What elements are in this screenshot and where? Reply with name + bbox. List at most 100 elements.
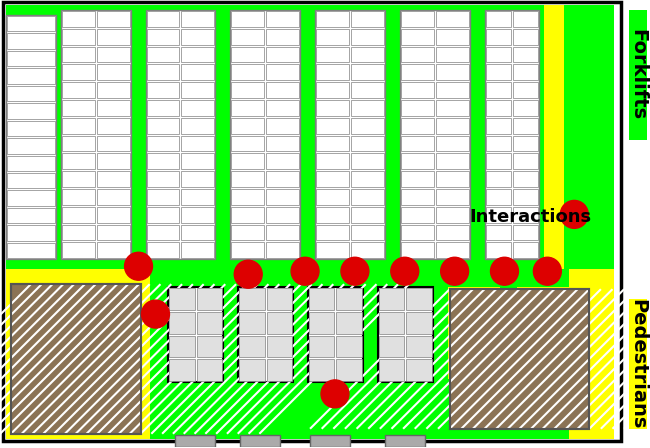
Bar bbox=[97, 153, 129, 169]
Bar bbox=[181, 82, 214, 98]
Bar bbox=[351, 171, 384, 187]
Bar bbox=[430, 269, 448, 399]
Bar bbox=[231, 82, 264, 98]
Bar bbox=[181, 153, 214, 169]
Bar bbox=[7, 68, 55, 84]
Bar bbox=[151, 394, 569, 439]
Bar bbox=[316, 153, 349, 169]
Bar bbox=[266, 136, 299, 151]
Circle shape bbox=[441, 257, 469, 285]
Bar bbox=[351, 11, 384, 27]
Bar bbox=[486, 153, 511, 169]
Bar bbox=[337, 359, 362, 381]
Bar bbox=[231, 224, 264, 241]
Bar bbox=[181, 207, 214, 223]
Bar bbox=[97, 118, 129, 134]
Bar bbox=[97, 224, 129, 241]
Bar bbox=[401, 242, 434, 258]
Bar bbox=[97, 136, 129, 151]
Bar bbox=[146, 118, 179, 134]
Bar bbox=[6, 15, 56, 259]
Bar bbox=[436, 65, 469, 80]
Bar bbox=[181, 242, 214, 258]
Bar bbox=[266, 29, 299, 45]
Bar bbox=[266, 153, 299, 169]
Bar bbox=[7, 173, 55, 189]
Bar bbox=[351, 29, 384, 45]
Bar bbox=[316, 189, 349, 205]
Bar bbox=[436, 29, 469, 45]
Bar bbox=[240, 435, 280, 447]
Bar bbox=[401, 171, 434, 187]
Bar bbox=[266, 82, 299, 98]
Bar bbox=[351, 242, 384, 258]
Bar bbox=[231, 153, 264, 169]
Bar bbox=[290, 269, 308, 399]
Bar bbox=[97, 189, 129, 205]
Bar bbox=[486, 207, 511, 223]
Circle shape bbox=[341, 257, 369, 285]
Bar bbox=[351, 47, 384, 62]
Bar bbox=[486, 11, 511, 27]
Bar bbox=[436, 118, 469, 134]
Bar bbox=[231, 47, 264, 62]
Bar bbox=[62, 189, 95, 205]
Bar bbox=[401, 118, 434, 134]
Bar bbox=[97, 100, 129, 116]
Text: Interactions: Interactions bbox=[469, 208, 592, 226]
Bar bbox=[401, 100, 434, 116]
Bar bbox=[239, 312, 265, 334]
Bar bbox=[97, 47, 129, 62]
Bar bbox=[181, 118, 214, 134]
Bar bbox=[97, 207, 129, 223]
Bar bbox=[513, 171, 538, 187]
Bar bbox=[309, 359, 335, 381]
Bar bbox=[513, 136, 538, 151]
Bar bbox=[351, 118, 384, 134]
Bar bbox=[62, 47, 95, 62]
Bar bbox=[146, 10, 215, 259]
Bar bbox=[406, 336, 432, 357]
Bar bbox=[97, 242, 129, 258]
Bar bbox=[62, 82, 95, 98]
Bar bbox=[499, 269, 517, 399]
Bar bbox=[401, 47, 434, 62]
Bar bbox=[436, 207, 469, 223]
Bar bbox=[309, 336, 335, 357]
Bar bbox=[168, 287, 224, 382]
Bar bbox=[151, 269, 168, 399]
Bar bbox=[170, 359, 195, 381]
Bar bbox=[486, 189, 511, 205]
Bar bbox=[401, 136, 434, 151]
Bar bbox=[450, 289, 590, 429]
Bar bbox=[170, 288, 195, 310]
Bar bbox=[266, 312, 292, 334]
Bar bbox=[486, 224, 511, 241]
Bar bbox=[351, 136, 384, 151]
Bar bbox=[97, 11, 129, 27]
Bar bbox=[379, 288, 404, 310]
Bar bbox=[181, 171, 214, 187]
Text: Pedestrians: Pedestrians bbox=[629, 299, 647, 429]
Bar bbox=[513, 189, 538, 205]
Bar bbox=[401, 82, 434, 98]
Bar bbox=[351, 65, 384, 80]
Bar bbox=[337, 288, 362, 310]
Bar bbox=[316, 118, 349, 134]
Bar bbox=[315, 10, 385, 259]
Bar bbox=[97, 82, 129, 98]
Bar bbox=[406, 359, 432, 381]
Bar bbox=[239, 288, 265, 310]
Bar bbox=[513, 100, 538, 116]
Bar bbox=[266, 65, 299, 80]
Bar bbox=[146, 224, 179, 241]
Bar bbox=[351, 82, 384, 98]
Bar bbox=[231, 100, 264, 116]
Bar bbox=[401, 65, 434, 80]
Bar bbox=[385, 435, 424, 447]
Bar bbox=[62, 171, 95, 187]
Bar bbox=[62, 29, 95, 45]
Text: Forklifts: Forklifts bbox=[629, 29, 647, 121]
Bar bbox=[401, 153, 434, 169]
Bar bbox=[7, 243, 55, 258]
